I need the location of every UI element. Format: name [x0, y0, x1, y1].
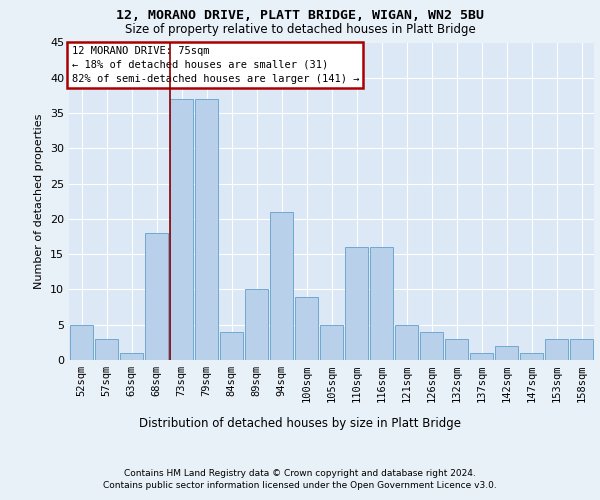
Bar [370, 247, 393, 360]
Text: Contains HM Land Registry data © Crown copyright and database right 2024.: Contains HM Land Registry data © Crown c… [124, 469, 476, 478]
Bar [345, 247, 368, 360]
Bar [295, 296, 318, 360]
Bar [170, 99, 193, 360]
Text: 12 MORANO DRIVE: 75sqm
← 18% of detached houses are smaller (31)
82% of semi-det: 12 MORANO DRIVE: 75sqm ← 18% of detached… [71, 46, 359, 84]
Bar [445, 339, 468, 360]
Text: 12, MORANO DRIVE, PLATT BRIDGE, WIGAN, WN2 5BU: 12, MORANO DRIVE, PLATT BRIDGE, WIGAN, W… [116, 9, 484, 22]
Bar [470, 353, 493, 360]
Bar [245, 290, 268, 360]
Bar [145, 233, 168, 360]
Bar [495, 346, 518, 360]
Bar [270, 212, 293, 360]
Text: Distribution of detached houses by size in Platt Bridge: Distribution of detached houses by size … [139, 418, 461, 430]
Bar [95, 339, 118, 360]
Bar [195, 99, 218, 360]
Bar [420, 332, 443, 360]
Y-axis label: Number of detached properties: Number of detached properties [34, 114, 44, 289]
Bar [220, 332, 243, 360]
Bar [120, 353, 143, 360]
Bar [520, 353, 543, 360]
Bar [320, 324, 343, 360]
Bar [545, 339, 568, 360]
Text: Size of property relative to detached houses in Platt Bridge: Size of property relative to detached ho… [125, 22, 475, 36]
Bar [395, 324, 418, 360]
Bar [570, 339, 593, 360]
Text: Contains public sector information licensed under the Open Government Licence v3: Contains public sector information licen… [103, 481, 497, 490]
Bar [70, 324, 93, 360]
